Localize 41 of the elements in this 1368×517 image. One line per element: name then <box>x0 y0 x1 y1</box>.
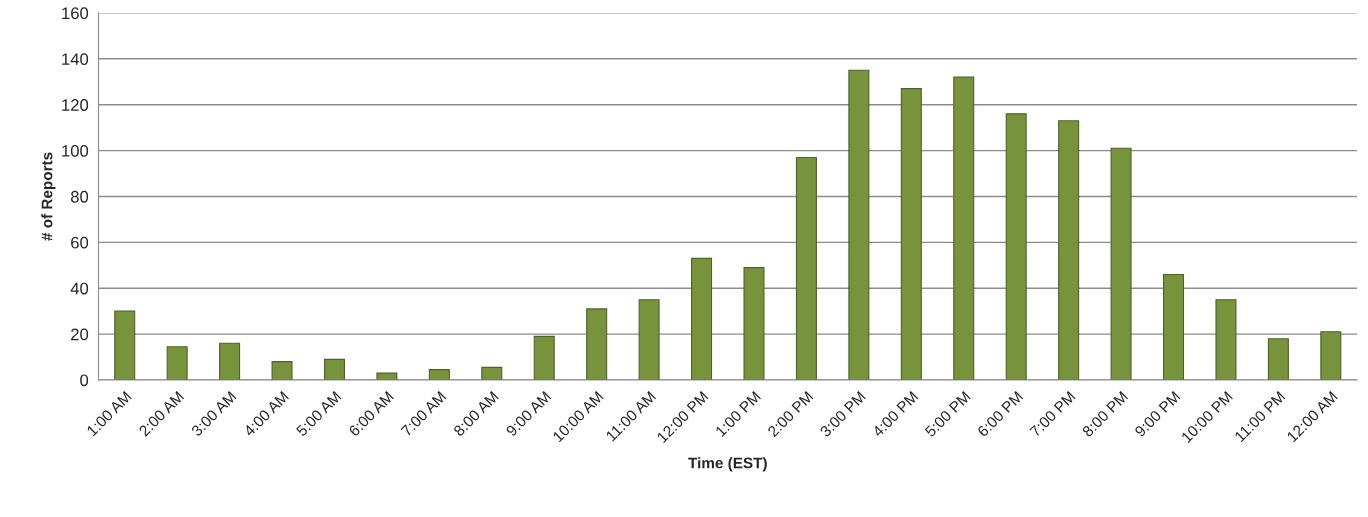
x-tick-label: 6:00 PM <box>976 390 1024 438</box>
bar <box>428 369 450 380</box>
bar <box>1162 273 1185 380</box>
bar <box>1058 120 1080 380</box>
x-tick-label: 7:00 AM <box>400 390 447 437</box>
bar <box>586 308 608 380</box>
x-tick-label: 9:00 PM <box>1134 390 1181 438</box>
y-tick-label: 60 <box>71 236 89 249</box>
y-tick-label: 40 <box>70 282 89 295</box>
bar <box>533 335 555 380</box>
bar <box>638 299 660 380</box>
y-tick-label: 160 <box>62 7 89 20</box>
bar <box>114 310 136 380</box>
bar <box>848 69 870 380</box>
x-tick-label: 4:00 AM <box>242 390 290 438</box>
y-tick-label: 80 <box>70 190 89 203</box>
bar <box>1267 338 1289 380</box>
bar <box>271 361 293 380</box>
y-tick-label: 0 <box>80 374 89 387</box>
bar <box>1110 147 1132 380</box>
y-tick-label: 20 <box>71 328 89 341</box>
bar <box>481 366 503 380</box>
bar <box>900 88 922 380</box>
bar <box>1005 113 1027 380</box>
bar <box>166 346 188 380</box>
bar <box>953 76 975 380</box>
bar <box>691 257 713 380</box>
bar <box>376 372 398 380</box>
y-tick-label: 140 <box>62 53 89 66</box>
x-axis-title: Time (EST) <box>688 457 767 472</box>
bar <box>219 342 241 380</box>
bar <box>743 267 765 380</box>
y-tick-label: 100 <box>62 144 89 157</box>
bar <box>1215 299 1237 380</box>
y-tick-label: 120 <box>62 99 89 111</box>
x-tick-label: 7:00 PM <box>1029 390 1076 438</box>
bar <box>323 358 345 380</box>
bar <box>795 156 817 380</box>
x-tick-label: 4:00 PM <box>871 390 919 438</box>
bar <box>1320 331 1342 380</box>
y-axis-title: # of Reports <box>41 152 56 241</box>
